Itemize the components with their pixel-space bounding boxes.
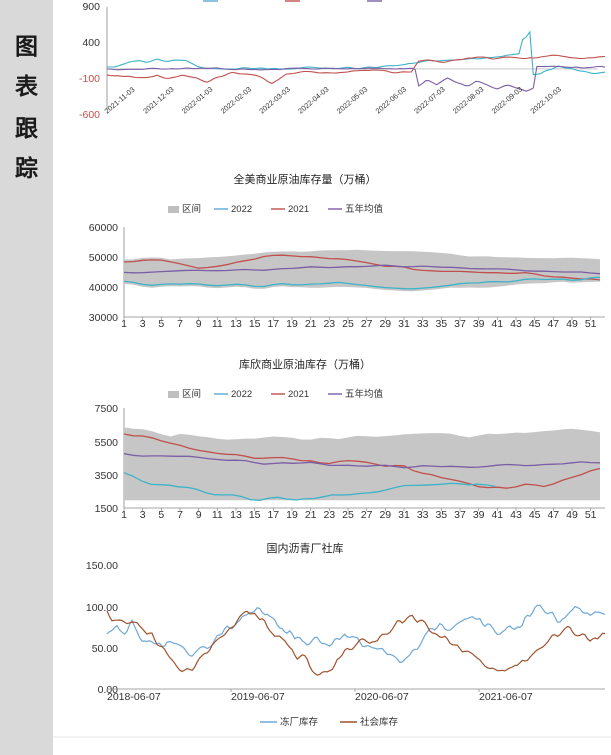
svg-text:150.00: 150.00 — [86, 560, 118, 572]
svg-text:2020-06-07: 2020-06-07 — [355, 691, 409, 703]
svg-text:2018-06-07: 2018-06-07 — [107, 691, 161, 703]
svg-text:国内沥青厂社库: 国内沥青厂社库 — [267, 541, 344, 555]
svg-text:50.00: 50.00 — [92, 643, 118, 655]
svg-text:2019-06-07: 2019-06-07 — [231, 691, 285, 703]
svg-text:社会库存: 社会库存 — [360, 716, 399, 728]
svg-text:100.00: 100.00 — [86, 602, 118, 614]
svg-text:冻厂库存: 冻厂库存 — [280, 716, 319, 728]
svg-text:2021-06-07: 2021-06-07 — [479, 691, 533, 703]
